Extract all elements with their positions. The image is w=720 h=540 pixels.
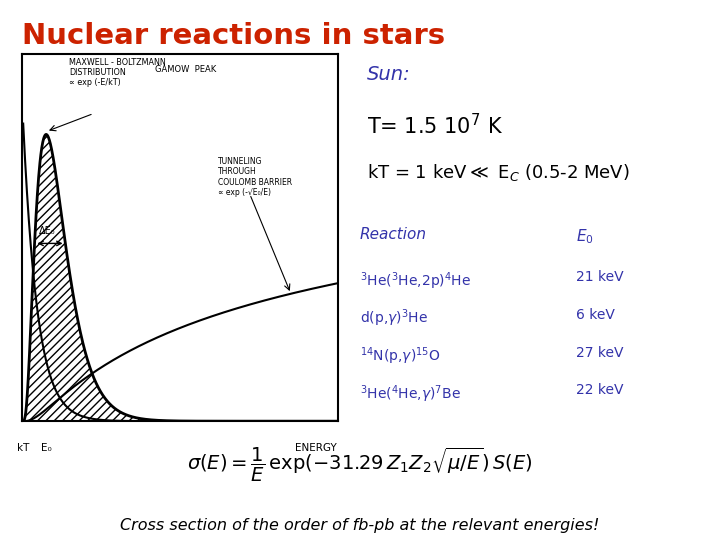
Text: 27 keV: 27 keV (576, 346, 624, 360)
Text: 21 keV: 21 keV (576, 270, 624, 284)
Text: Sun:: Sun: (367, 65, 411, 84)
Text: E$_0$: E$_0$ (576, 227, 594, 246)
Text: TUNNELING
THROUGH
COULOMB BARRIER
∝ exp (-√E₀/E): TUNNELING THROUGH COULOMB BARRIER ∝ exp … (218, 157, 292, 197)
Text: $^3$He($^4$He,$\gamma$)$^7$Be: $^3$He($^4$He,$\gamma$)$^7$Be (360, 383, 461, 405)
Text: 22 keV: 22 keV (576, 383, 624, 397)
Text: kT: kT (17, 443, 30, 453)
Text: Nuclear reactions in stars: Nuclear reactions in stars (22, 22, 445, 50)
Text: GAMOW  PEAK: GAMOW PEAK (155, 65, 216, 74)
Text: 6 keV: 6 keV (576, 308, 615, 322)
Text: $^{14}$N(p,$\gamma$)$^{15}$O: $^{14}$N(p,$\gamma$)$^{15}$O (360, 346, 441, 367)
Text: E₀: E₀ (41, 443, 52, 453)
Text: MAXWELL - BOLTZMANN
DISTRIBUTION
∝ exp (-E/kT): MAXWELL - BOLTZMANN DISTRIBUTION ∝ exp (… (69, 58, 166, 87)
Text: kT = 1 keV$\ll$ E$_C$ (0.5-2 MeV): kT = 1 keV$\ll$ E$_C$ (0.5-2 MeV) (367, 162, 630, 183)
Text: Reaction: Reaction (360, 227, 427, 242)
Text: T= 1.5 10$^7$ K: T= 1.5 10$^7$ K (367, 113, 503, 139)
Text: $^3$He($^3$He,2p)$^4$He: $^3$He($^3$He,2p)$^4$He (360, 270, 471, 292)
Text: ENERGY: ENERGY (295, 443, 337, 453)
Text: Cross section of the order of fb-pb at the relevant energies!: Cross section of the order of fb-pb at t… (120, 518, 600, 534)
Text: d(p,$\gamma$)$^3$He: d(p,$\gamma$)$^3$He (360, 308, 428, 329)
Text: $\sigma(E) = \dfrac{1}{E}\,\exp(-31.29\,Z_1 Z_2\sqrt{\mu/E})\,S(E)$: $\sigma(E) = \dfrac{1}{E}\,\exp(-31.29\,… (187, 446, 533, 484)
Text: ΔE₀: ΔE₀ (39, 226, 55, 237)
